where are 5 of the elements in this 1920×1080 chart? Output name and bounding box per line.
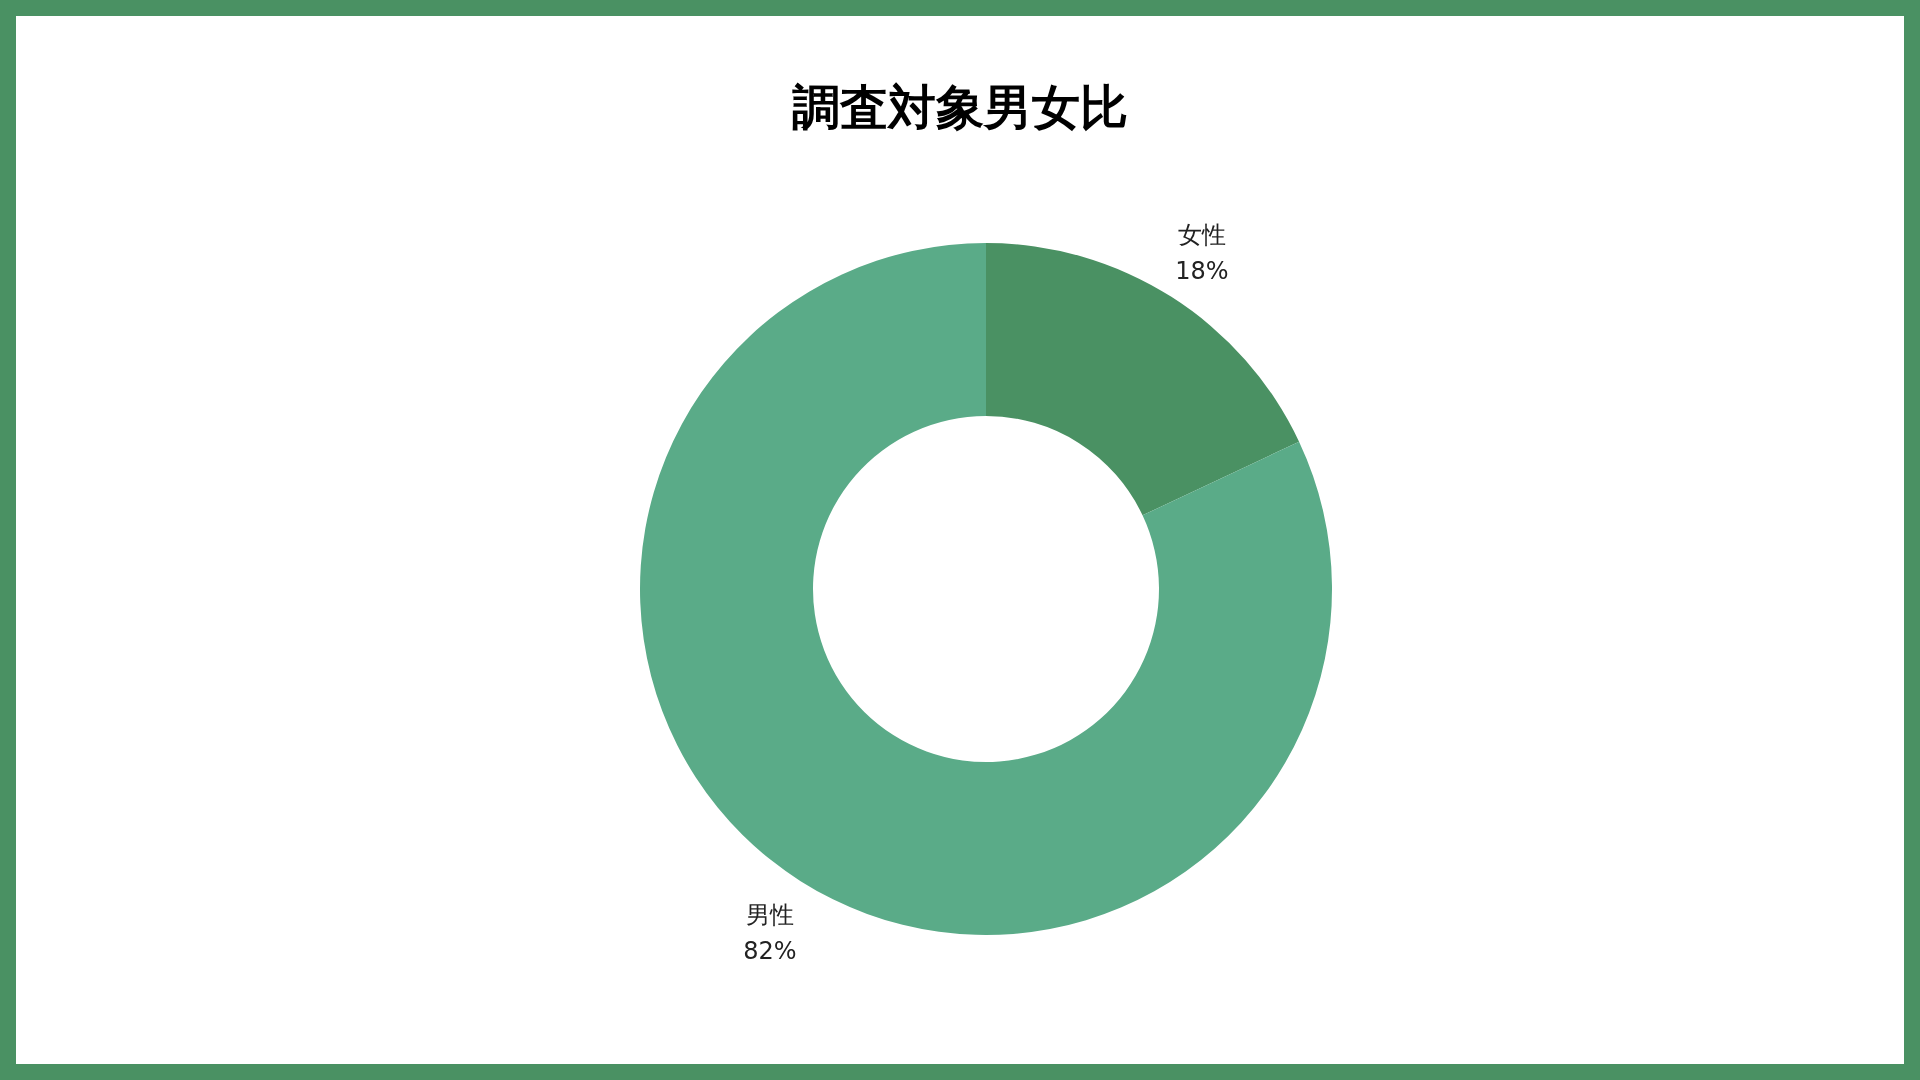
data-label: 82% [743, 937, 797, 966]
chart-title: 調査対象男女比 [792, 79, 1128, 135]
slice-label: 女性 [1177, 220, 1226, 249]
slice-label: 男性 [746, 901, 795, 930]
data-label: 18% [1175, 256, 1229, 285]
